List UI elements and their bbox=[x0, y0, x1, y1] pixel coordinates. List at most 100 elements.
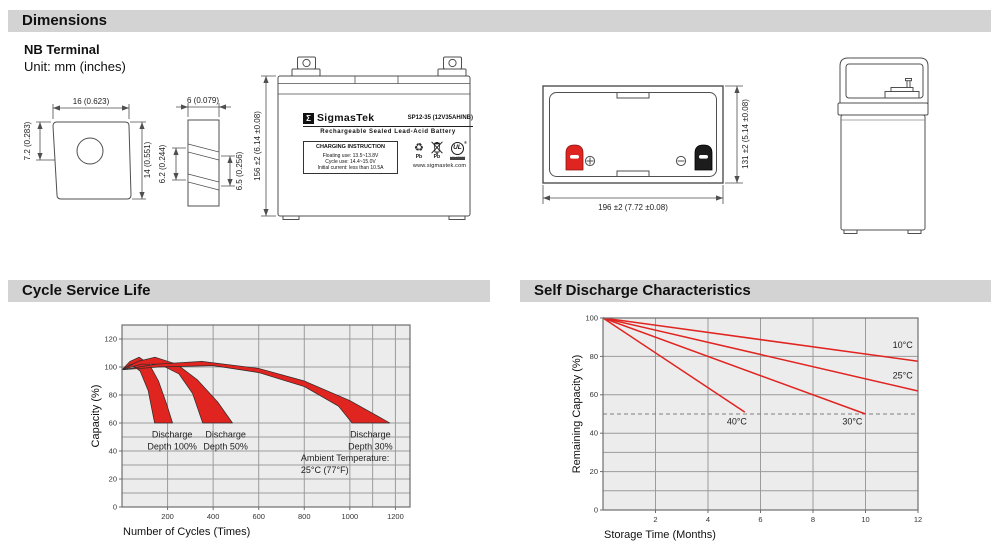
charging-title: CHARGING INSTRUCTION bbox=[315, 144, 386, 150]
front-battery-body bbox=[277, 75, 471, 220]
brand-row: Σ SigmasTek SP12-35 (12V35AH/NB) bbox=[303, 112, 473, 127]
series-line bbox=[602, 317, 919, 362]
terminal-side-dim-left: 6.2 (0.244) bbox=[158, 144, 186, 183]
y-tick-label: 0 bbox=[113, 502, 117, 511]
x-tick-label: 1200 bbox=[387, 512, 404, 521]
y-axis-title: Remaining Capacity (%) bbox=[571, 355, 583, 474]
plus-symbol bbox=[584, 155, 596, 167]
side-left-foot bbox=[843, 229, 858, 234]
cycle-service-life-header: Cycle Service Life bbox=[8, 280, 490, 302]
x-tick-label: 6 bbox=[758, 515, 762, 524]
annotation: Discharge bbox=[205, 429, 246, 439]
annotation: 25°C (77°F) bbox=[301, 465, 349, 475]
y-tick-label: 120 bbox=[104, 334, 117, 343]
terminal-offset-label: 7.2 (0.283) bbox=[23, 121, 32, 160]
battery-subtitle: Rechargeable Sealed Lead-Acid Battery bbox=[320, 129, 456, 135]
y-tick-label: 20 bbox=[109, 474, 117, 483]
positive-terminal bbox=[565, 144, 584, 171]
x-tick-label: 800 bbox=[298, 512, 311, 521]
y-tick-label: 60 bbox=[590, 390, 598, 399]
side-right-foot bbox=[907, 229, 922, 234]
front-right-foot bbox=[448, 215, 466, 220]
x-tick-label: 4 bbox=[706, 515, 710, 524]
series-line bbox=[602, 317, 866, 415]
discharge-band bbox=[121, 361, 391, 424]
annotation: Depth 50% bbox=[203, 441, 248, 451]
charging-instruction-box: CHARGING INSTRUCTION Floating use: 13.5~… bbox=[303, 141, 398, 174]
terminal-side-dim-width: 6 (0.079) bbox=[176, 96, 231, 117]
ul-mark-icon: UL ® bbox=[450, 140, 467, 155]
x-tick-label: 200 bbox=[161, 512, 174, 521]
y-tick-label: 100 bbox=[104, 362, 117, 371]
side-body bbox=[837, 102, 929, 234]
top-dim-width: 196 ±2 (7.72 ±0.08) bbox=[542, 185, 724, 212]
terminal-front-dim-width: 16 (0.623) bbox=[52, 97, 130, 119]
side-handle bbox=[839, 57, 929, 106]
self-discharge-title: Self Discharge Characteristics bbox=[534, 282, 751, 299]
x-tick-label: 1000 bbox=[342, 512, 359, 521]
groove-right-label: 6.5 (0.256) bbox=[235, 151, 244, 190]
annotation: Discharge bbox=[350, 429, 391, 439]
series-label: 25°C bbox=[893, 370, 914, 380]
ul-letters: UL bbox=[453, 144, 462, 152]
top-tab-lower bbox=[616, 170, 650, 177]
terminal-front-dim-height: 14 (0.551) bbox=[130, 121, 152, 200]
cycle-service-life-chart: 0 20 40 60 80 100 120 200 400 600 800 1000 1200 Disch… bbox=[90, 324, 411, 538]
battery-label: Σ SigmasTek SP12-35 (12V35AH/NB) Recharg… bbox=[303, 112, 473, 174]
top-tab-upper bbox=[616, 92, 650, 99]
pb-recycle-stack: ♻ Pb bbox=[414, 143, 424, 160]
terminal-front-shape bbox=[52, 121, 132, 200]
x-tick-label: 400 bbox=[207, 512, 220, 521]
side-width-label: 6 (0.079) bbox=[187, 96, 219, 105]
annotation: Ambient Temperature: bbox=[301, 453, 389, 463]
y-tick-label: 40 bbox=[590, 429, 598, 438]
terminal-width-label: 16 (0.623) bbox=[73, 97, 110, 106]
terminal-side-shape bbox=[187, 119, 220, 207]
front-left-foot bbox=[282, 215, 300, 220]
label-icons-column: ♻ Pb Pb UL ® MH47528 bbox=[406, 140, 473, 170]
top-dim-depth: 131 ±2 (5.14 ±0.08) bbox=[725, 85, 750, 184]
y-tick-label: 20 bbox=[590, 467, 598, 476]
front-height-label: 156 ±2 (6.14 ±0.08) bbox=[253, 111, 262, 181]
terminal-side-dim-right: 6.5 (0.256) bbox=[221, 151, 244, 190]
terminal-type-label: NB Terminal bbox=[24, 42, 100, 57]
top-depth-label: 131 ±2 (5.14 ±0.08) bbox=[741, 99, 750, 169]
pb-recycle-caption: Pb bbox=[415, 154, 423, 160]
series-line bbox=[602, 317, 746, 413]
pb-bin-caption: Pb bbox=[433, 154, 441, 160]
ul-stack: UL ® MH47528 bbox=[449, 140, 467, 160]
terminal-side-drawing: 6 (0.079) 6.2 (0.244) 6.5 (0.256) bbox=[158, 96, 244, 207]
negative-terminal-slot bbox=[699, 155, 708, 159]
y-tick-label: 40 bbox=[109, 446, 117, 455]
side-terminal-plate bbox=[884, 78, 920, 99]
front-left-terminal bbox=[291, 56, 321, 77]
cycle-service-life-title: Cycle Service Life bbox=[22, 282, 151, 299]
x-tick-label: 10 bbox=[861, 515, 869, 524]
brand-name: SigmasTek bbox=[317, 112, 375, 124]
series-label: 40°C bbox=[727, 417, 748, 427]
ul-file-number: MH47528 bbox=[449, 155, 466, 160]
y-tick-label: 100 bbox=[585, 313, 598, 322]
battery-front-view: 156 ±2 (6.14 ±0.08) bbox=[253, 56, 471, 220]
x-axis-title: Storage Time (Months) bbox=[604, 529, 716, 541]
front-dim-height: 156 ±2 (6.14 ±0.08) bbox=[253, 75, 276, 217]
sigma-logo-icon: Σ bbox=[303, 112, 314, 124]
plot-border bbox=[121, 324, 411, 508]
dimensions-title: Dimensions bbox=[22, 12, 108, 29]
side-collar bbox=[837, 102, 929, 116]
self-discharge-header: Self Discharge Characteristics bbox=[520, 280, 991, 302]
x-tick-label: 12 bbox=[914, 515, 922, 524]
series-label: 30°C bbox=[842, 417, 863, 427]
x-tick-label: 8 bbox=[811, 515, 815, 524]
x-tick-label: 600 bbox=[252, 512, 265, 521]
groove-band-lower bbox=[187, 173, 220, 191]
minus-symbol bbox=[675, 155, 687, 167]
x-axis-title: Number of Cycles (Times) bbox=[123, 526, 250, 538]
y-axis-title: Capacity (%) bbox=[90, 385, 102, 448]
battery-top-view: 196 ±2 (7.72 ±0.08) 131 ±2 (5.14 ±0.08) bbox=[542, 85, 750, 212]
ul-registered-mark: ® bbox=[463, 140, 467, 145]
charging-line-cycle: Cycle use: 14.4~15.0V bbox=[325, 159, 376, 165]
y-tick-label: 60 bbox=[109, 418, 117, 427]
y-tick-label: 80 bbox=[590, 352, 598, 361]
